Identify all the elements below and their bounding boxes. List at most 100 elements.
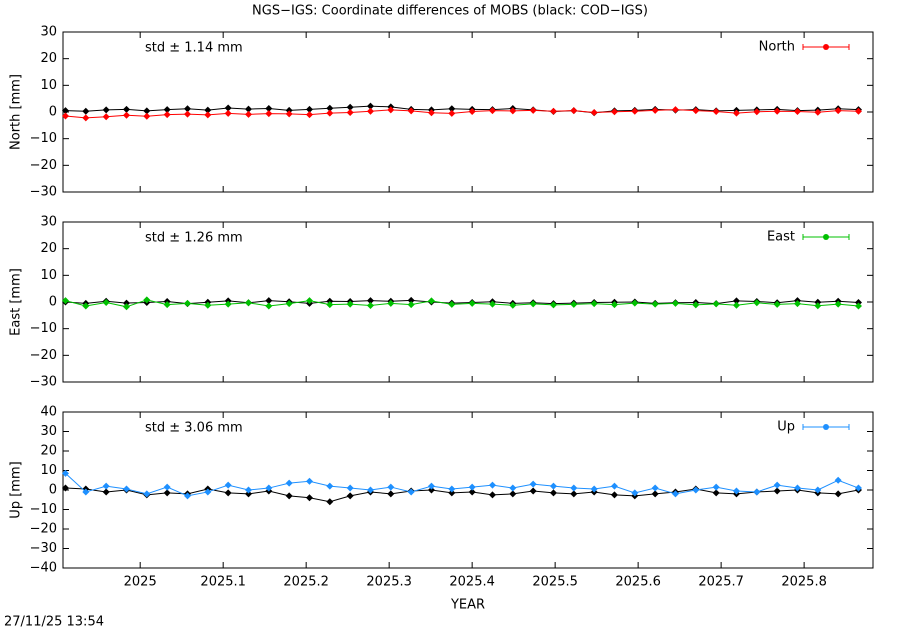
data-point — [793, 300, 801, 308]
data-point — [488, 481, 496, 489]
data-point — [529, 300, 537, 308]
data-point — [773, 487, 781, 495]
data-point — [305, 494, 313, 502]
data-point — [265, 297, 273, 305]
data-point — [204, 111, 212, 119]
data-point — [407, 488, 415, 496]
series-line — [65, 299, 859, 305]
data-point — [549, 489, 557, 497]
data-point — [366, 301, 374, 309]
data-point — [529, 106, 537, 114]
data-point — [448, 105, 456, 113]
data-point — [753, 488, 761, 496]
y-tick-label: −10 — [30, 131, 57, 146]
data-point — [305, 297, 313, 305]
data-point — [814, 108, 822, 116]
data-point — [651, 490, 659, 498]
data-point — [265, 110, 273, 118]
data-point — [366, 486, 374, 494]
y-tick-label: 20 — [40, 444, 57, 459]
data-point — [834, 107, 842, 115]
legend-label: North — [759, 40, 795, 55]
data-point — [509, 107, 517, 115]
data-point — [204, 488, 212, 496]
data-point — [183, 492, 191, 500]
data-point — [509, 484, 517, 492]
data-point — [468, 488, 476, 496]
data-point — [834, 490, 842, 498]
data-point — [143, 490, 151, 498]
data-point — [753, 108, 761, 116]
y-tick-label: 30 — [40, 424, 57, 439]
data-point — [204, 106, 212, 114]
data-point — [712, 489, 720, 497]
chart-title: NGS−IGS: Coordinate differences of MOBS … — [252, 4, 648, 19]
data-point — [61, 107, 69, 115]
data-point — [651, 106, 659, 114]
y-tick-label: 10 — [40, 463, 57, 478]
data-point — [387, 299, 395, 307]
data-point — [163, 489, 171, 497]
legend-label: Up — [777, 420, 795, 435]
y-axis-label: North [mm] — [9, 74, 24, 150]
data-point — [651, 484, 659, 492]
data-point — [265, 105, 273, 113]
y-tick-label: 30 — [40, 25, 57, 40]
y-tick-label: 40 — [40, 405, 57, 420]
data-point — [82, 107, 90, 115]
data-point — [163, 301, 171, 309]
x-tick-label: 2025.2 — [283, 575, 329, 590]
data-point — [102, 482, 110, 490]
data-point — [387, 490, 395, 498]
data-point — [651, 300, 659, 308]
data-point — [570, 490, 578, 498]
data-point — [305, 477, 313, 485]
data-point — [631, 107, 639, 115]
data-point — [285, 300, 293, 308]
legend-marker — [823, 424, 829, 430]
y-tick-label: 0 — [49, 483, 57, 498]
data-point — [224, 104, 232, 112]
legend-marker — [823, 44, 829, 50]
data-point — [122, 303, 130, 311]
x-tick-label: 2025.7 — [698, 575, 744, 590]
data-point — [834, 300, 842, 308]
series-line — [65, 109, 859, 119]
data-point — [692, 301, 700, 309]
y-tick-label: 10 — [40, 268, 57, 283]
data-point — [326, 301, 334, 309]
data-point — [488, 107, 496, 115]
legend-marker — [823, 234, 829, 240]
data-point — [305, 111, 313, 119]
std-annotation: std ± 1.14 mm — [145, 41, 243, 56]
data-point — [326, 104, 334, 112]
data-point — [549, 301, 557, 309]
legend-label: East — [767, 230, 795, 245]
data-point — [793, 484, 801, 492]
x-tick-label: 2025.4 — [449, 575, 495, 590]
data-point — [244, 105, 252, 113]
data-point — [224, 489, 232, 497]
data-point — [346, 300, 354, 308]
series-line — [65, 105, 859, 114]
data-point — [610, 301, 618, 309]
data-point — [61, 112, 69, 120]
data-point — [427, 109, 435, 117]
std-annotation: std ± 3.06 mm — [145, 421, 243, 436]
data-point — [753, 299, 761, 307]
data-point — [265, 484, 273, 492]
y-tick-label: 0 — [49, 295, 57, 310]
y-tick-label: 30 — [40, 215, 57, 230]
data-point — [244, 490, 252, 498]
y-tick-label: 0 — [49, 105, 57, 120]
data-point — [549, 482, 557, 490]
data-point — [387, 483, 395, 491]
data-point — [366, 297, 374, 305]
data-point — [773, 481, 781, 489]
x-tick-label: 2025.3 — [366, 575, 412, 590]
data-point — [183, 110, 191, 118]
data-point — [143, 296, 151, 304]
data-point — [346, 484, 354, 492]
data-point — [163, 106, 171, 114]
data-point — [468, 299, 476, 307]
